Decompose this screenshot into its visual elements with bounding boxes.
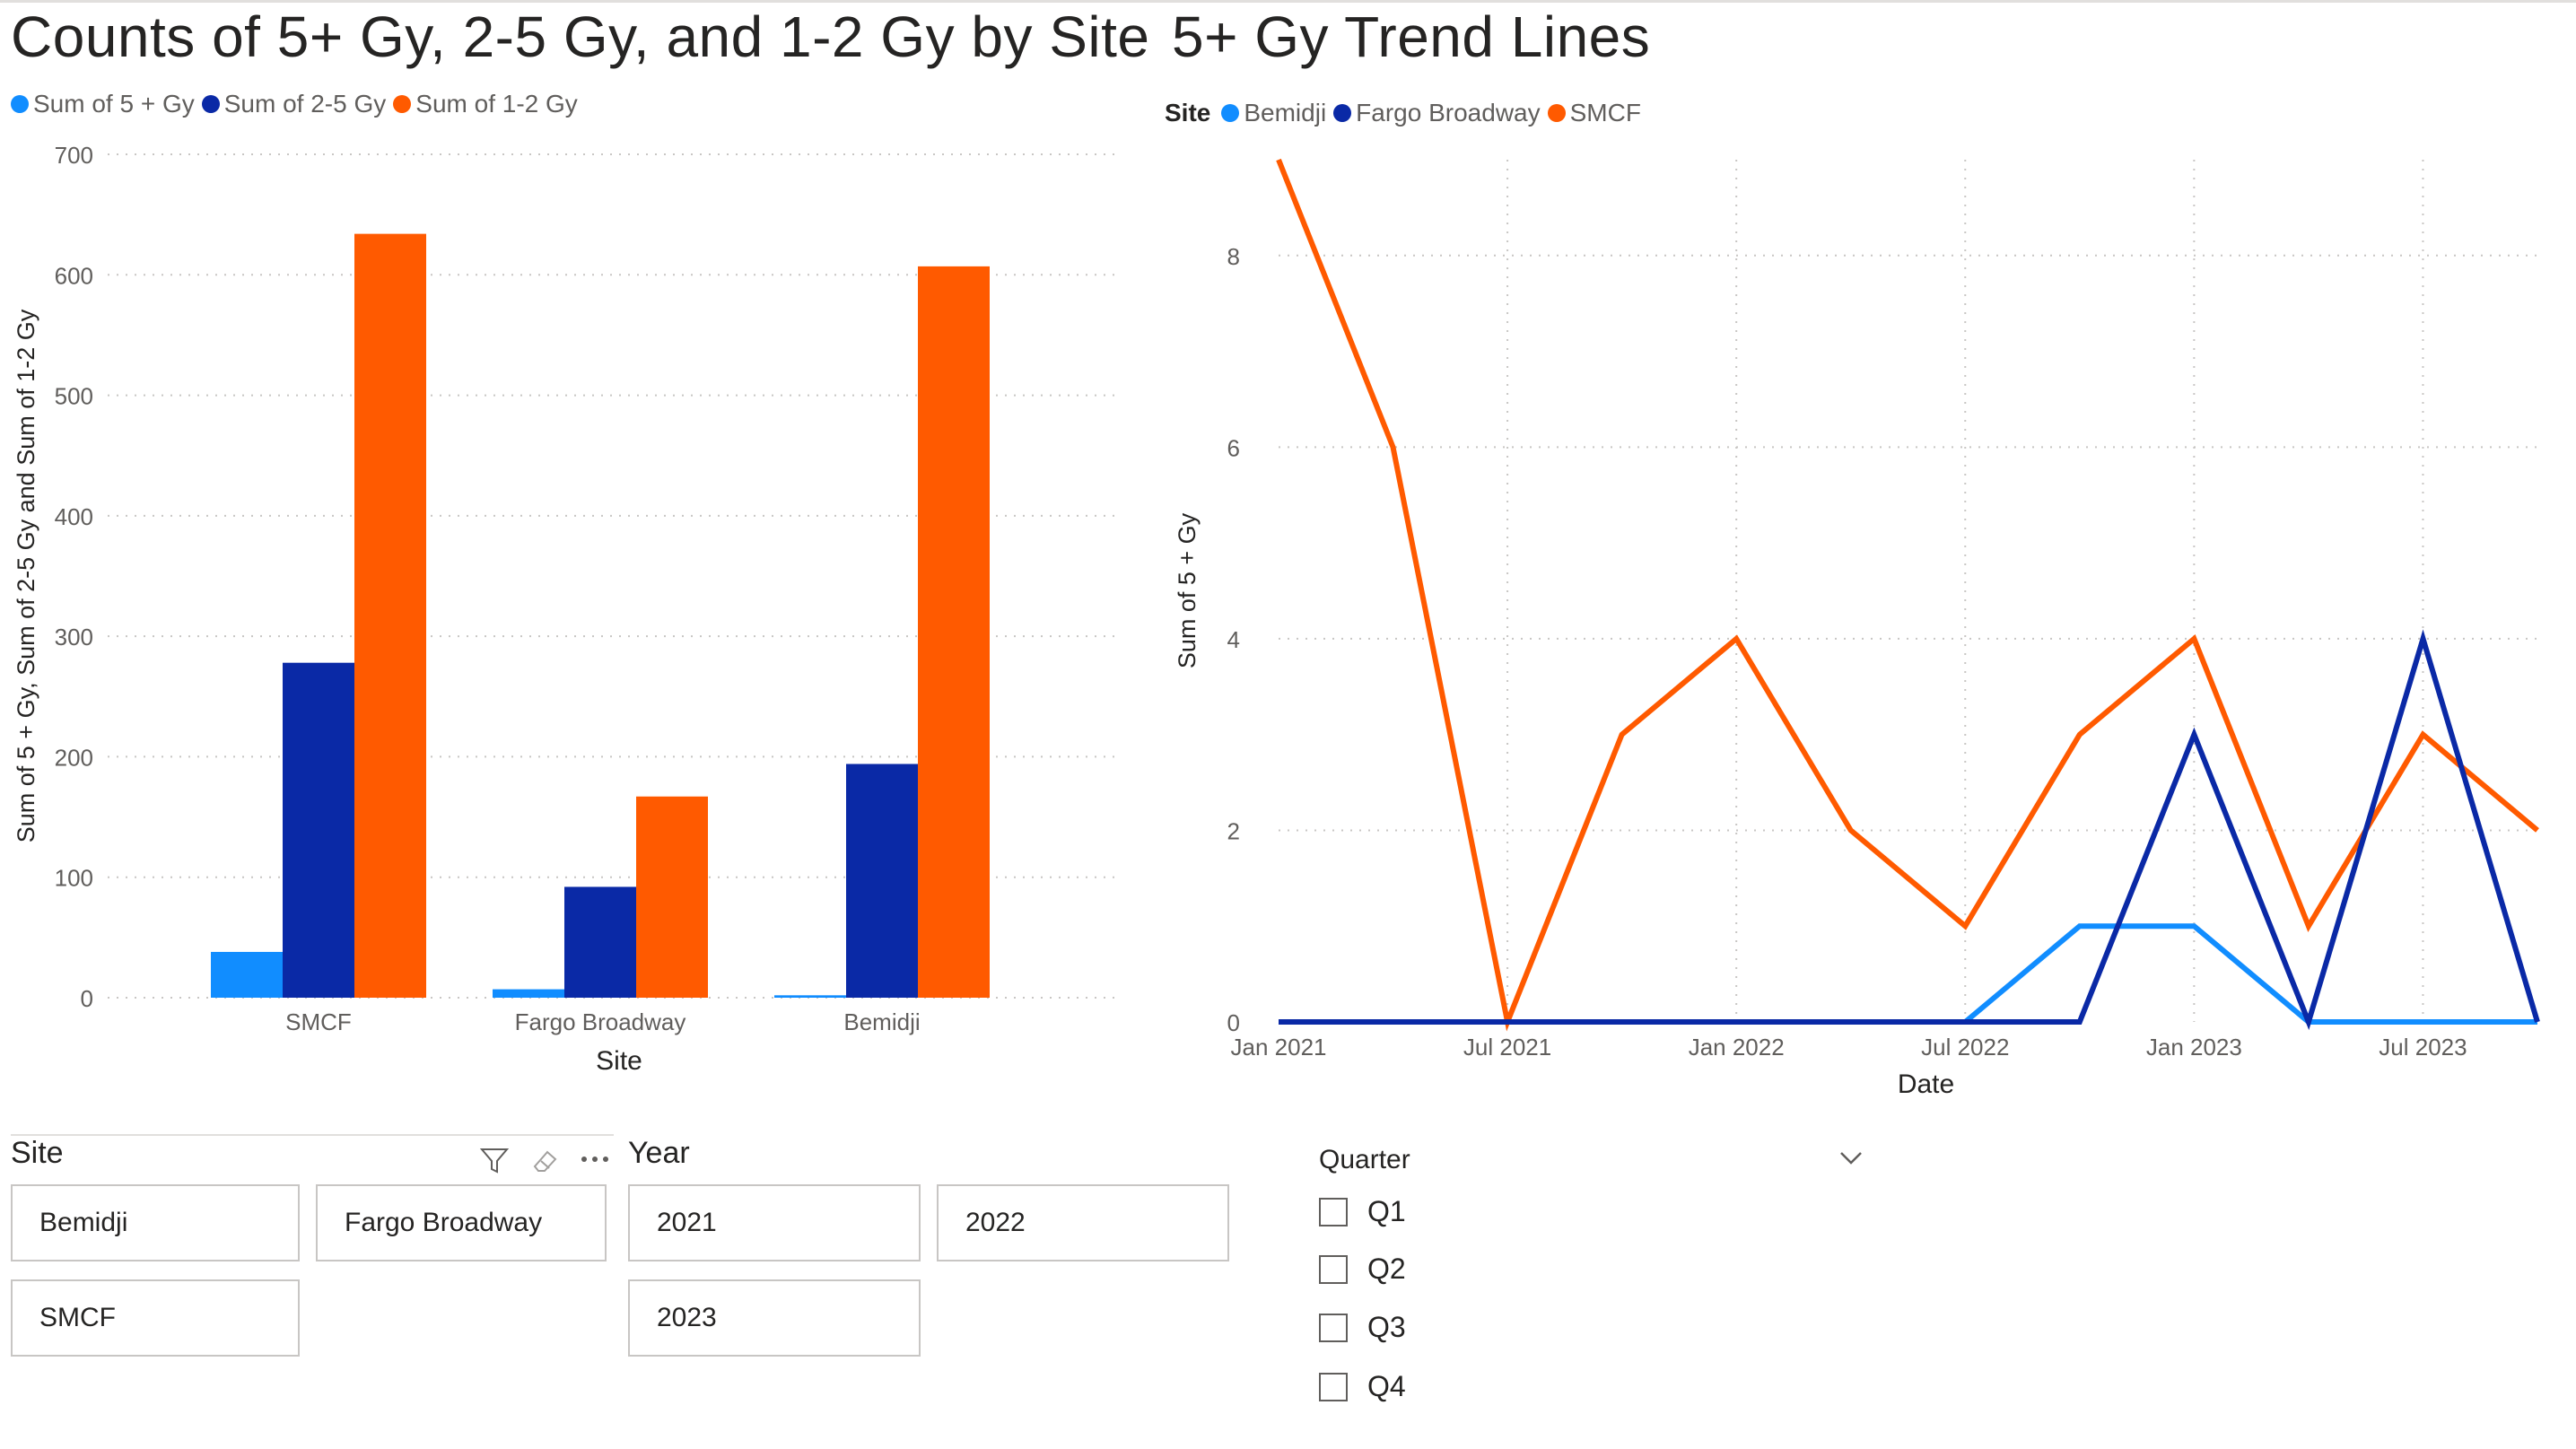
legend-label: Bemidji	[1244, 99, 1327, 127]
quarter-option-q2[interactable]: Q2	[1319, 1253, 1406, 1286]
y-tick-label: 400	[55, 503, 93, 530]
site-slicer-title: Site	[11, 1136, 64, 1170]
x-tick-label: Jan 2023	[2146, 1034, 2242, 1061]
quarter-option-q1[interactable]: Q1	[1319, 1195, 1406, 1228]
x-tick-label: Jan 2022	[1689, 1034, 1785, 1061]
legend-item-5plus[interactable]: Sum of 5 + Gy	[11, 90, 195, 118]
legend-label: Sum of 2-5 Gy	[223, 90, 387, 118]
legend-dot	[11, 95, 29, 113]
quarter-label: Q4	[1367, 1370, 1406, 1402]
x-tick-label: SMCF	[285, 1008, 352, 1035]
legend-item-smcf[interactable]: SMCF	[1547, 99, 1641, 127]
line-chart-title: 5+ Gy Trend Lines	[1172, 4, 1651, 69]
y-tick-label: 8	[1227, 243, 1240, 270]
y-tick-label: 300	[55, 624, 93, 650]
more-options-icon[interactable]	[580, 1150, 610, 1168]
y-tick-label: 700	[55, 142, 93, 169]
checkbox[interactable]	[1319, 1197, 1348, 1226]
year-slicer-title: Year	[628, 1136, 690, 1170]
bar	[493, 989, 564, 998]
y-tick-label: 2	[1227, 817, 1240, 844]
legend-label: SMCF	[1569, 99, 1641, 127]
y-tick-label: 0	[1227, 1009, 1240, 1036]
top-border	[0, 0, 2576, 3]
checkbox[interactable]	[1319, 1254, 1348, 1284]
x-tick-label: Jul 2022	[1921, 1034, 2009, 1061]
legend-item-fargo[interactable]: Fargo Broadway	[1333, 99, 1541, 127]
year-option-2021[interactable]: 2021	[628, 1184, 921, 1261]
legend-label: Sum of 1-2 Gy	[415, 90, 578, 118]
legend-label: Fargo Broadway	[1356, 99, 1541, 127]
legend-dot	[1221, 104, 1240, 122]
x-tick-label: Jul 2023	[2379, 1034, 2467, 1061]
y-axis-label: Sum of 5 + Gy, Sum of 2-5 Gy and Sum of …	[13, 309, 39, 842]
checkbox[interactable]	[1319, 1313, 1348, 1342]
legend-label: Sum of 5 + Gy	[33, 90, 195, 118]
year-option-2023[interactable]: 2023	[628, 1279, 921, 1357]
bar	[918, 266, 990, 998]
legend-dot	[1547, 104, 1566, 122]
legend-item-1to2[interactable]: Sum of 1-2 Gy	[393, 90, 578, 118]
bar	[564, 886, 636, 998]
y-tick-label: 4	[1227, 626, 1240, 653]
slicer-divider	[11, 1134, 614, 1136]
y-tick-label: 100	[55, 865, 93, 892]
y-tick-label: 0	[81, 985, 93, 1012]
quarter-slicer-title: Quarter	[1319, 1145, 1410, 1174]
x-axis-label: Site	[596, 1046, 642, 1076]
bar-chart-legend: Sum of 5 + Gy Sum of 2-5 Gy Sum of 1-2 G…	[11, 90, 585, 118]
x-tick-label: Jan 2021	[1231, 1034, 1327, 1061]
line-chart-legend: Site Bemidji Fargo Broadway SMCF	[1165, 99, 1648, 127]
y-tick-label: 6	[1227, 434, 1240, 461]
line-chart: 0 2 4 6 8 Jan 2021 Jul 2021 Jan 2022 Jul 2022 Jan…	[1174, 158, 2540, 1099]
y-tick-label: 600	[55, 262, 93, 289]
series-line	[1276, 158, 2539, 1032]
x-tick-label: Bemidji	[843, 1008, 920, 1035]
y-tick-label: 200	[55, 744, 93, 771]
x-tick-label: Jul 2021	[1463, 1034, 1551, 1061]
site-option-fargo-broadway[interactable]: Fargo Broadway	[316, 1184, 607, 1261]
legend-dot	[393, 95, 412, 113]
legend-dot	[1333, 104, 1352, 122]
quarter-label: Q2	[1367, 1253, 1406, 1285]
bar-chart: 0 100 200 300 400 500 600 700 SMCF Fargo Broadway…	[13, 142, 1122, 1076]
filter-icon[interactable]	[479, 1145, 510, 1175]
quarter-label: Q3	[1367, 1311, 1406, 1343]
y-tick-label: 500	[55, 383, 93, 410]
legend-title: Site	[1165, 99, 1211, 127]
checkbox[interactable]	[1319, 1372, 1348, 1401]
x-axis-label: Date	[1898, 1069, 1954, 1099]
bar	[774, 995, 846, 998]
quarter-option-q4[interactable]: Q4	[1319, 1370, 1406, 1403]
bar	[354, 233, 426, 999]
legend-item-bemidji[interactable]: Bemidji	[1221, 99, 1326, 127]
legend-item-2to5[interactable]: Sum of 2-5 Gy	[201, 90, 387, 118]
chevron-down-icon[interactable]	[1838, 1147, 1864, 1168]
y-axis-label: Sum of 5 + Gy	[1174, 512, 1201, 668]
year-option-2022[interactable]: 2022	[937, 1184, 1229, 1261]
site-option-bemidji[interactable]: Bemidji	[11, 1184, 300, 1261]
legend-dot	[201, 95, 220, 113]
eraser-icon[interactable]	[529, 1145, 560, 1175]
bar	[283, 662, 354, 998]
x-tick-label: Fargo Broadway	[515, 1008, 686, 1035]
quarter-option-q3[interactable]: Q3	[1319, 1311, 1406, 1344]
series-line	[1279, 629, 2540, 1031]
quarter-label: Q1	[1367, 1195, 1406, 1227]
series-line	[1279, 923, 2537, 1025]
bar	[636, 796, 708, 998]
bar-chart-title: Counts of 5+ Gy, 2-5 Gy, and 1-2 Gy by S…	[11, 4, 1150, 69]
site-option-smcf[interactable]: SMCF	[11, 1279, 300, 1357]
bar	[846, 764, 918, 998]
bar	[211, 951, 283, 998]
